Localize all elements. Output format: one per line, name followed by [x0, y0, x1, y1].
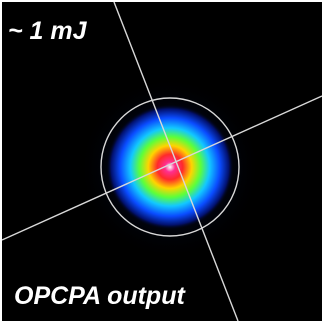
- beam-spot: [106, 104, 234, 230]
- energy-label: ~ 1 mJ: [8, 17, 87, 45]
- beam-profile-svg: [2, 2, 322, 321]
- aperture-circle-icon: [100, 97, 240, 237]
- output-label: OPCPA output: [14, 282, 185, 310]
- beam-profile-image: ~ 1 mJ OPCPA output: [2, 2, 322, 321]
- crosshair-icon: [2, 2, 322, 321]
